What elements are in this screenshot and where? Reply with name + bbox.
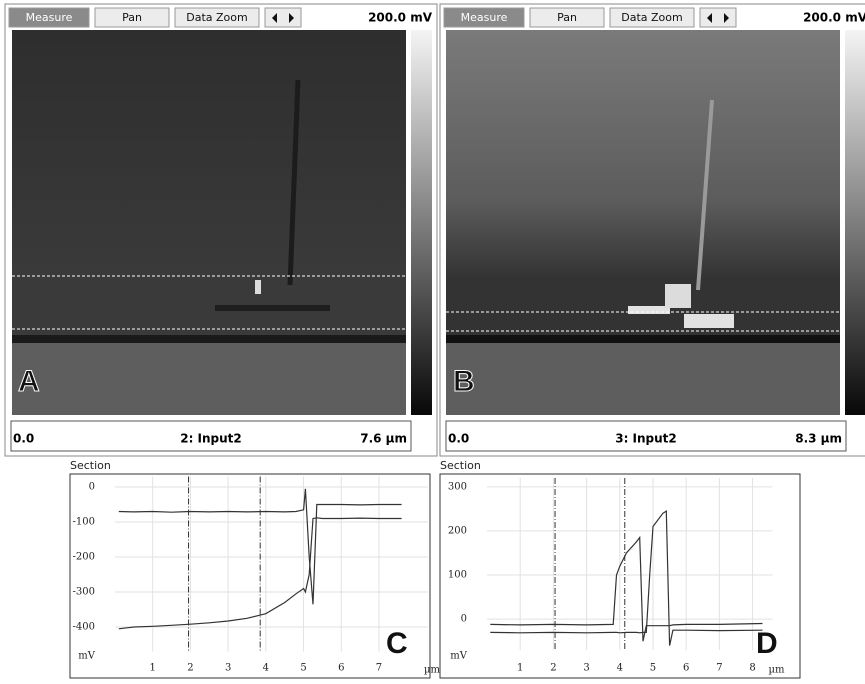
scale-label: 200.0 mV bbox=[803, 11, 865, 25]
x-start-label: 0.0 bbox=[448, 432, 469, 446]
scan-feature bbox=[255, 280, 261, 294]
toolbar-button-label[interactable]: Pan bbox=[557, 11, 577, 24]
color-bar bbox=[411, 30, 432, 415]
y-tick-label: 100 bbox=[448, 570, 467, 581]
y-unit: mV bbox=[450, 651, 467, 662]
x-tick-label: 5 bbox=[650, 663, 656, 674]
scan-feature bbox=[684, 314, 734, 328]
scan-image bbox=[446, 30, 840, 340]
axis-bar bbox=[10, 420, 412, 452]
nav-left[interactable] bbox=[707, 13, 712, 23]
trace bbox=[490, 535, 763, 642]
x-tick-label: 7 bbox=[716, 663, 722, 674]
nav-right[interactable] bbox=[724, 13, 729, 23]
channel-label: 3: Input2 bbox=[615, 432, 677, 446]
toolbar-button[interactable] bbox=[609, 7, 695, 28]
toolbar-button[interactable] bbox=[8, 7, 90, 28]
scan-feature bbox=[665, 284, 691, 308]
scan-feature bbox=[628, 306, 670, 314]
trace bbox=[118, 488, 402, 605]
x-tick-label: 3 bbox=[583, 663, 589, 674]
toolbar-button-label[interactable]: Measure bbox=[26, 11, 73, 24]
x-tick-label: 4 bbox=[263, 663, 269, 674]
scan-substrate bbox=[446, 340, 840, 415]
chart-frame bbox=[69, 473, 431, 679]
scan-feature bbox=[215, 305, 330, 311]
toolbar-button[interactable] bbox=[174, 7, 260, 28]
x-end-label: 8.3 µm bbox=[795, 432, 842, 446]
toolbar-button-label[interactable]: Data Zoom bbox=[186, 11, 247, 24]
toolbar-button[interactable] bbox=[443, 7, 525, 28]
nav-button[interactable] bbox=[699, 7, 737, 28]
y-tick-label: 0 bbox=[89, 482, 95, 493]
y-tick-label: 300 bbox=[448, 481, 467, 492]
y-tick-label: 0 bbox=[461, 614, 467, 625]
x-tick-label: 6 bbox=[683, 663, 689, 674]
x-end-label: 7.6 µm bbox=[360, 432, 407, 446]
panel-letter: D bbox=[756, 627, 778, 660]
x-tick-label: 1 bbox=[150, 663, 156, 674]
x-unit: µm bbox=[424, 665, 440, 676]
scan-edge bbox=[446, 335, 840, 343]
x-tick-label: 4 bbox=[617, 663, 623, 674]
nav-left[interactable] bbox=[272, 13, 277, 23]
toolbar-button-label[interactable]: Measure bbox=[461, 11, 508, 24]
y-tick-label: -400 bbox=[73, 622, 95, 633]
scan-image bbox=[12, 30, 406, 340]
scale-label: 200.0 mV bbox=[368, 11, 433, 25]
toolbar-button[interactable] bbox=[529, 7, 605, 28]
axis-bar bbox=[445, 420, 847, 452]
toolbar-button-label[interactable]: Data Zoom bbox=[621, 11, 682, 24]
toolbar-button[interactable] bbox=[94, 7, 170, 28]
y-tick-label: 200 bbox=[448, 525, 467, 536]
panel-a bbox=[4, 3, 438, 457]
scan-substrate bbox=[12, 340, 406, 415]
x-start-label: 0.0 bbox=[13, 432, 34, 446]
panel-letter: A bbox=[18, 365, 40, 398]
scan-feature bbox=[696, 99, 714, 291]
trace bbox=[118, 517, 402, 630]
y-tick-label: -100 bbox=[73, 517, 95, 528]
section-title: Section bbox=[440, 459, 481, 472]
x-tick-label: 7 bbox=[376, 663, 382, 674]
channel-label: 2: Input2 bbox=[180, 432, 242, 446]
y-unit: mV bbox=[78, 651, 95, 662]
nav-right[interactable] bbox=[289, 13, 294, 23]
y-tick-label: -300 bbox=[73, 587, 95, 598]
scan-edge bbox=[12, 335, 406, 343]
x-tick-label: 5 bbox=[300, 663, 306, 674]
x-tick-label: 8 bbox=[749, 663, 755, 674]
x-tick-label: 2 bbox=[187, 663, 193, 674]
x-tick-label: 1 bbox=[517, 663, 523, 674]
x-tick-label: 2 bbox=[550, 663, 556, 674]
scan-feature bbox=[287, 79, 301, 286]
x-unit: µm bbox=[769, 665, 785, 676]
color-bar bbox=[845, 30, 865, 415]
panel-letter: B bbox=[453, 365, 475, 398]
nav-button[interactable] bbox=[264, 7, 302, 28]
trace bbox=[490, 510, 763, 646]
section-title: Section bbox=[70, 459, 111, 472]
panel-b bbox=[439, 3, 865, 457]
y-tick-label: -200 bbox=[73, 552, 95, 563]
x-tick-label: 6 bbox=[338, 663, 344, 674]
toolbar-button-label[interactable]: Pan bbox=[122, 11, 142, 24]
panel-letter: C bbox=[386, 627, 408, 660]
x-tick-label: 3 bbox=[225, 663, 231, 674]
